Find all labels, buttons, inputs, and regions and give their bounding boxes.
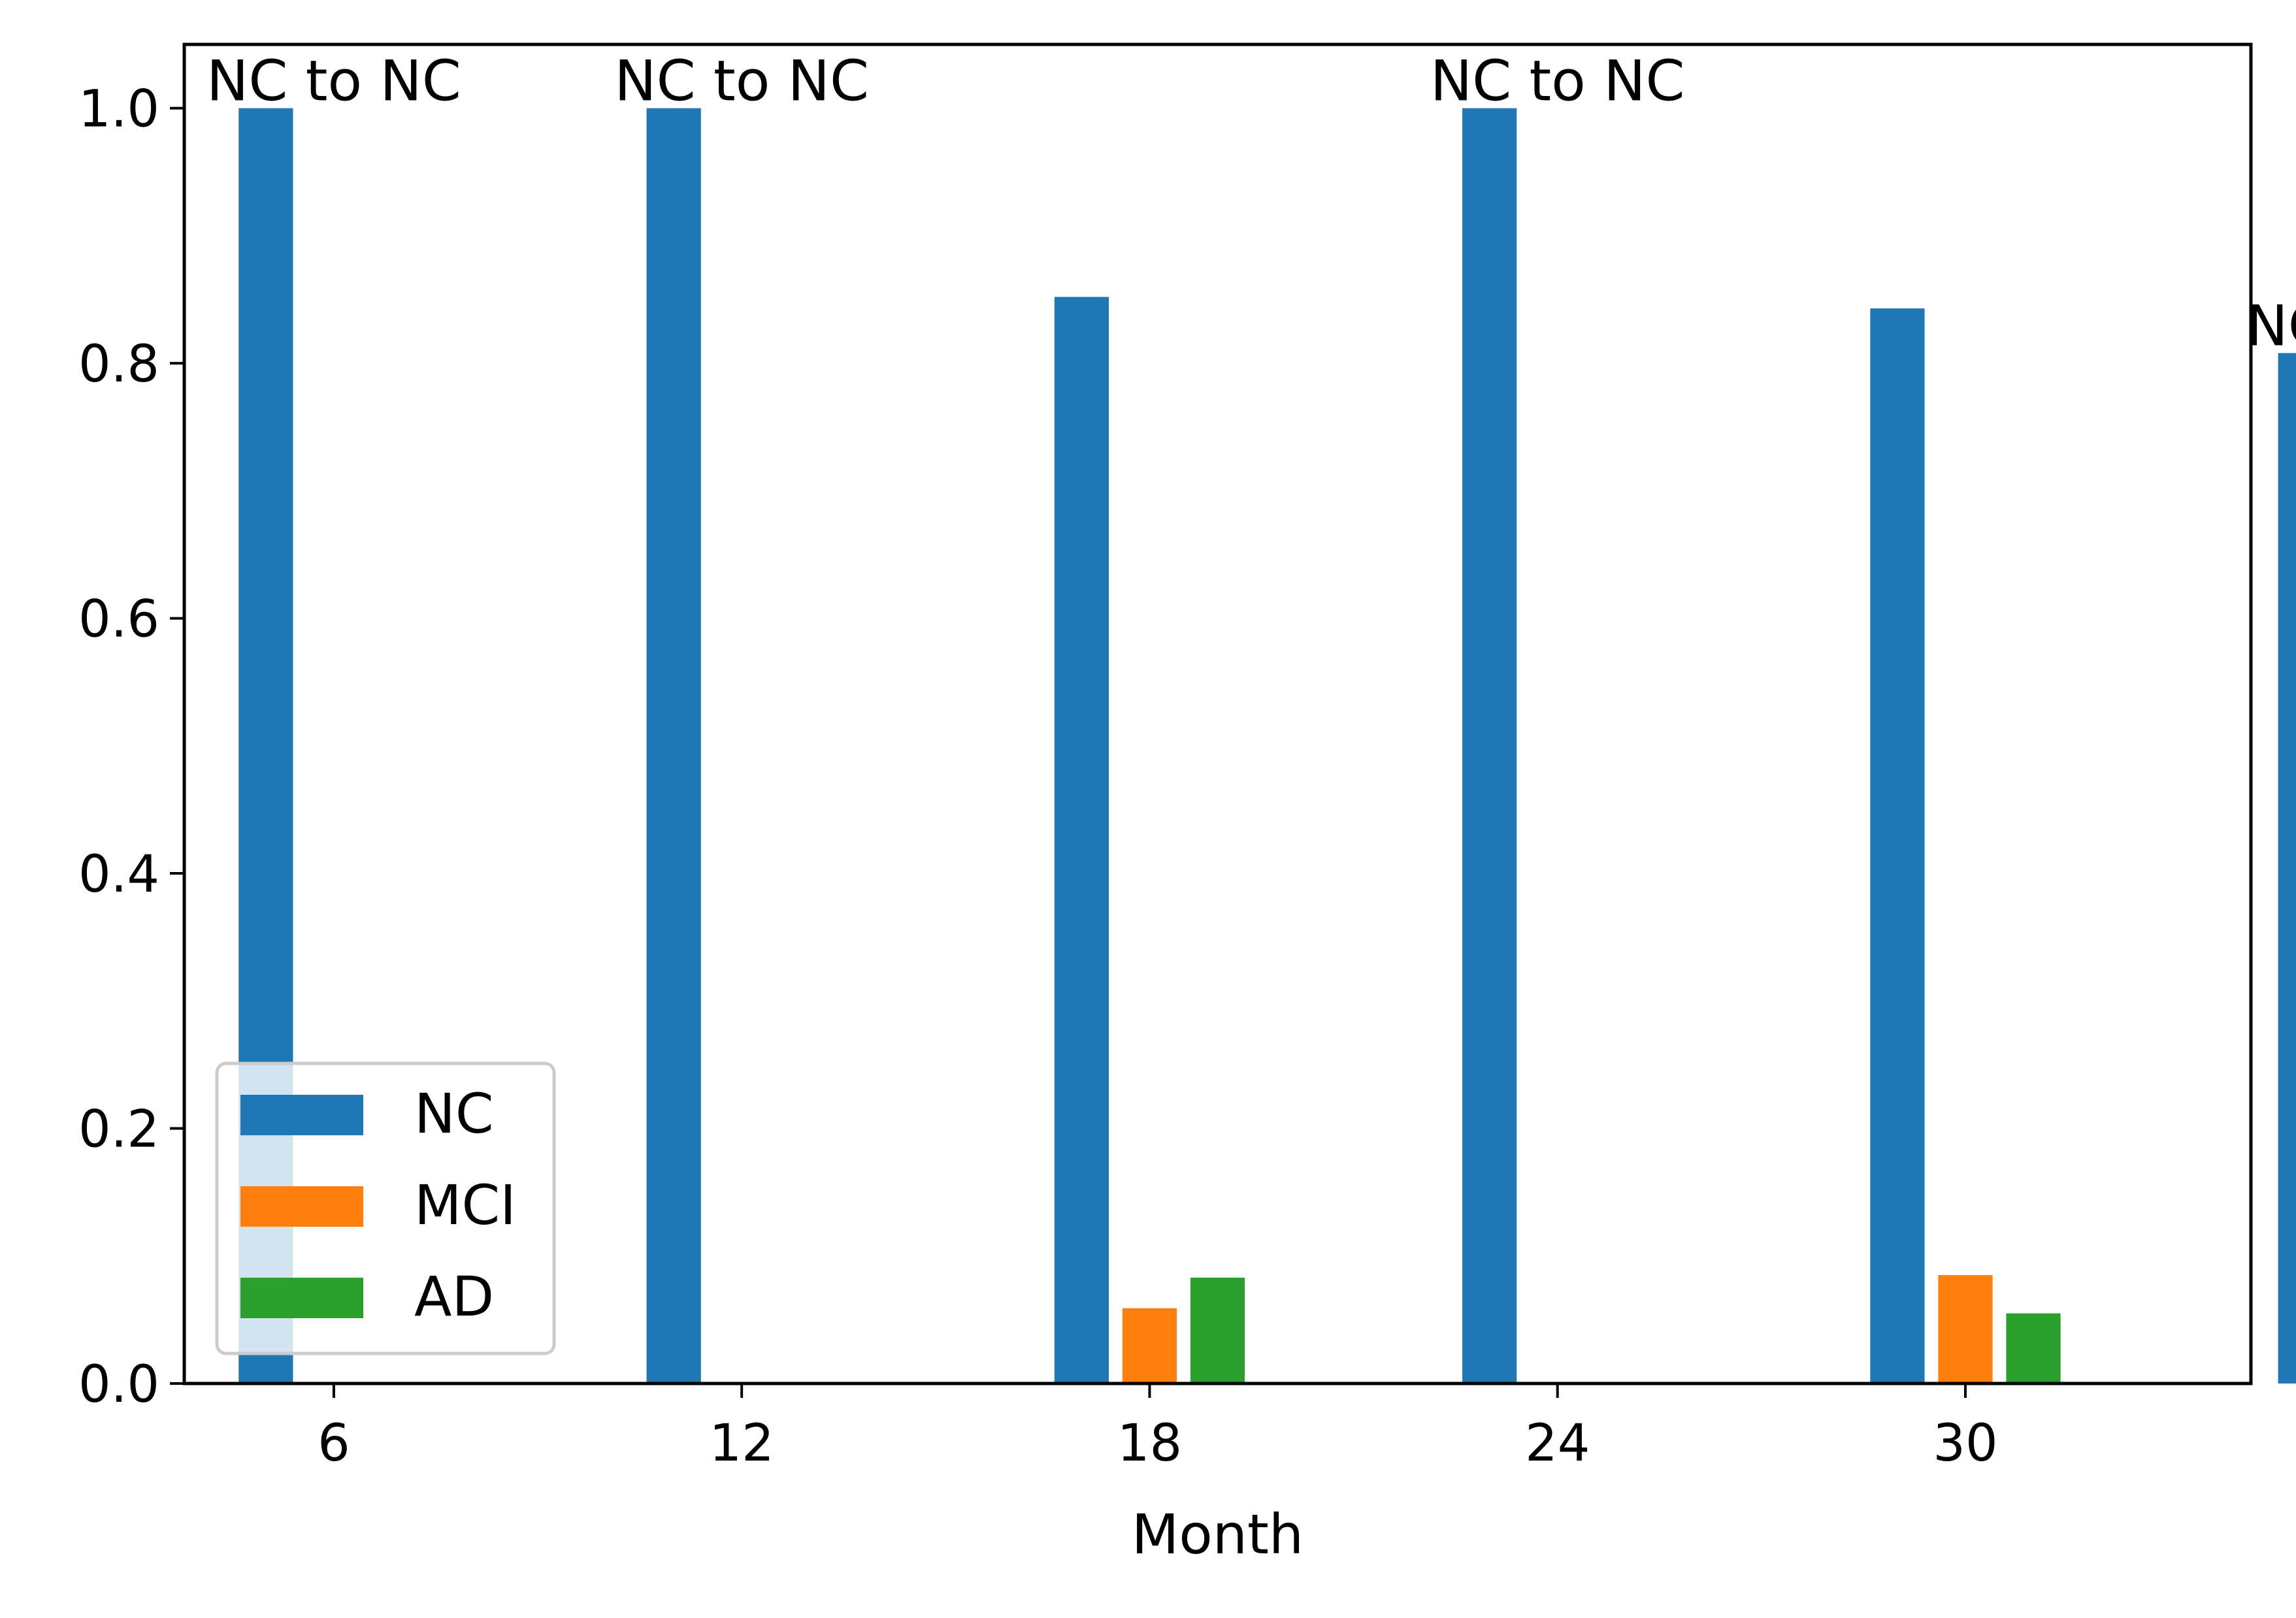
bar-ad-30 [2006,1313,2061,1383]
legend-swatch-nc [240,1095,363,1135]
annotations-layer: NC to NC NC to NC NC to NC NC to NC [206,49,2296,359]
y-tick-label-0.2: 0.2 [78,1101,159,1159]
bar-nc-24 [1462,108,1517,1384]
annotation-6: NC to NC [206,49,461,114]
annotation-36: NC to NC [2246,293,2296,359]
y-tick-label-0.4: 0.4 [78,845,159,904]
y-tick-label-0.6: 0.6 [78,591,159,649]
bar-nc-36 [2278,353,2296,1383]
y-tick-label-1.0: 1.0 [78,80,159,139]
x-axis: 61218243036 [318,1383,1998,1473]
bar-nc-30 [1870,308,1925,1384]
y-tick-label-0.0: 0.0 [78,1355,159,1414]
legend: NC MCI AD [215,1061,556,1355]
annotation-12: NC to NC [614,49,869,114]
legend-label-ad: AD [414,1265,494,1329]
legend-swatch-ad [240,1278,363,1318]
x-tick-label-6: 6 [318,1414,350,1473]
plot-frame [182,42,2253,1385]
y-tick-label-0.8: 0.8 [78,335,159,394]
bar-mci-30 [1938,1275,1993,1383]
y-axis: 0.0 0.2 0.4 0.6 0.8 1.0 [78,80,184,1414]
legend-label-nc: NC [414,1082,494,1146]
bar-ad-18 [1190,1277,1245,1383]
bars-layer [238,108,2296,1384]
x-tick-label-24: 24 [1525,1414,1590,1473]
annotation-24: NC to NC [1430,49,1685,114]
bar-mci-18 [1122,1308,1177,1383]
x-axis-label: Month [1132,1502,1304,1566]
bar-nc-12 [646,108,701,1384]
legend-swatch-mci [240,1186,363,1227]
bar-nc-18 [1054,297,1109,1384]
x-tick-label-30: 30 [1933,1414,1997,1473]
x-tick-label-18: 18 [1117,1414,1182,1473]
x-tick-label-12: 12 [710,1414,774,1473]
legend-label-mci: MCI [414,1173,516,1237]
